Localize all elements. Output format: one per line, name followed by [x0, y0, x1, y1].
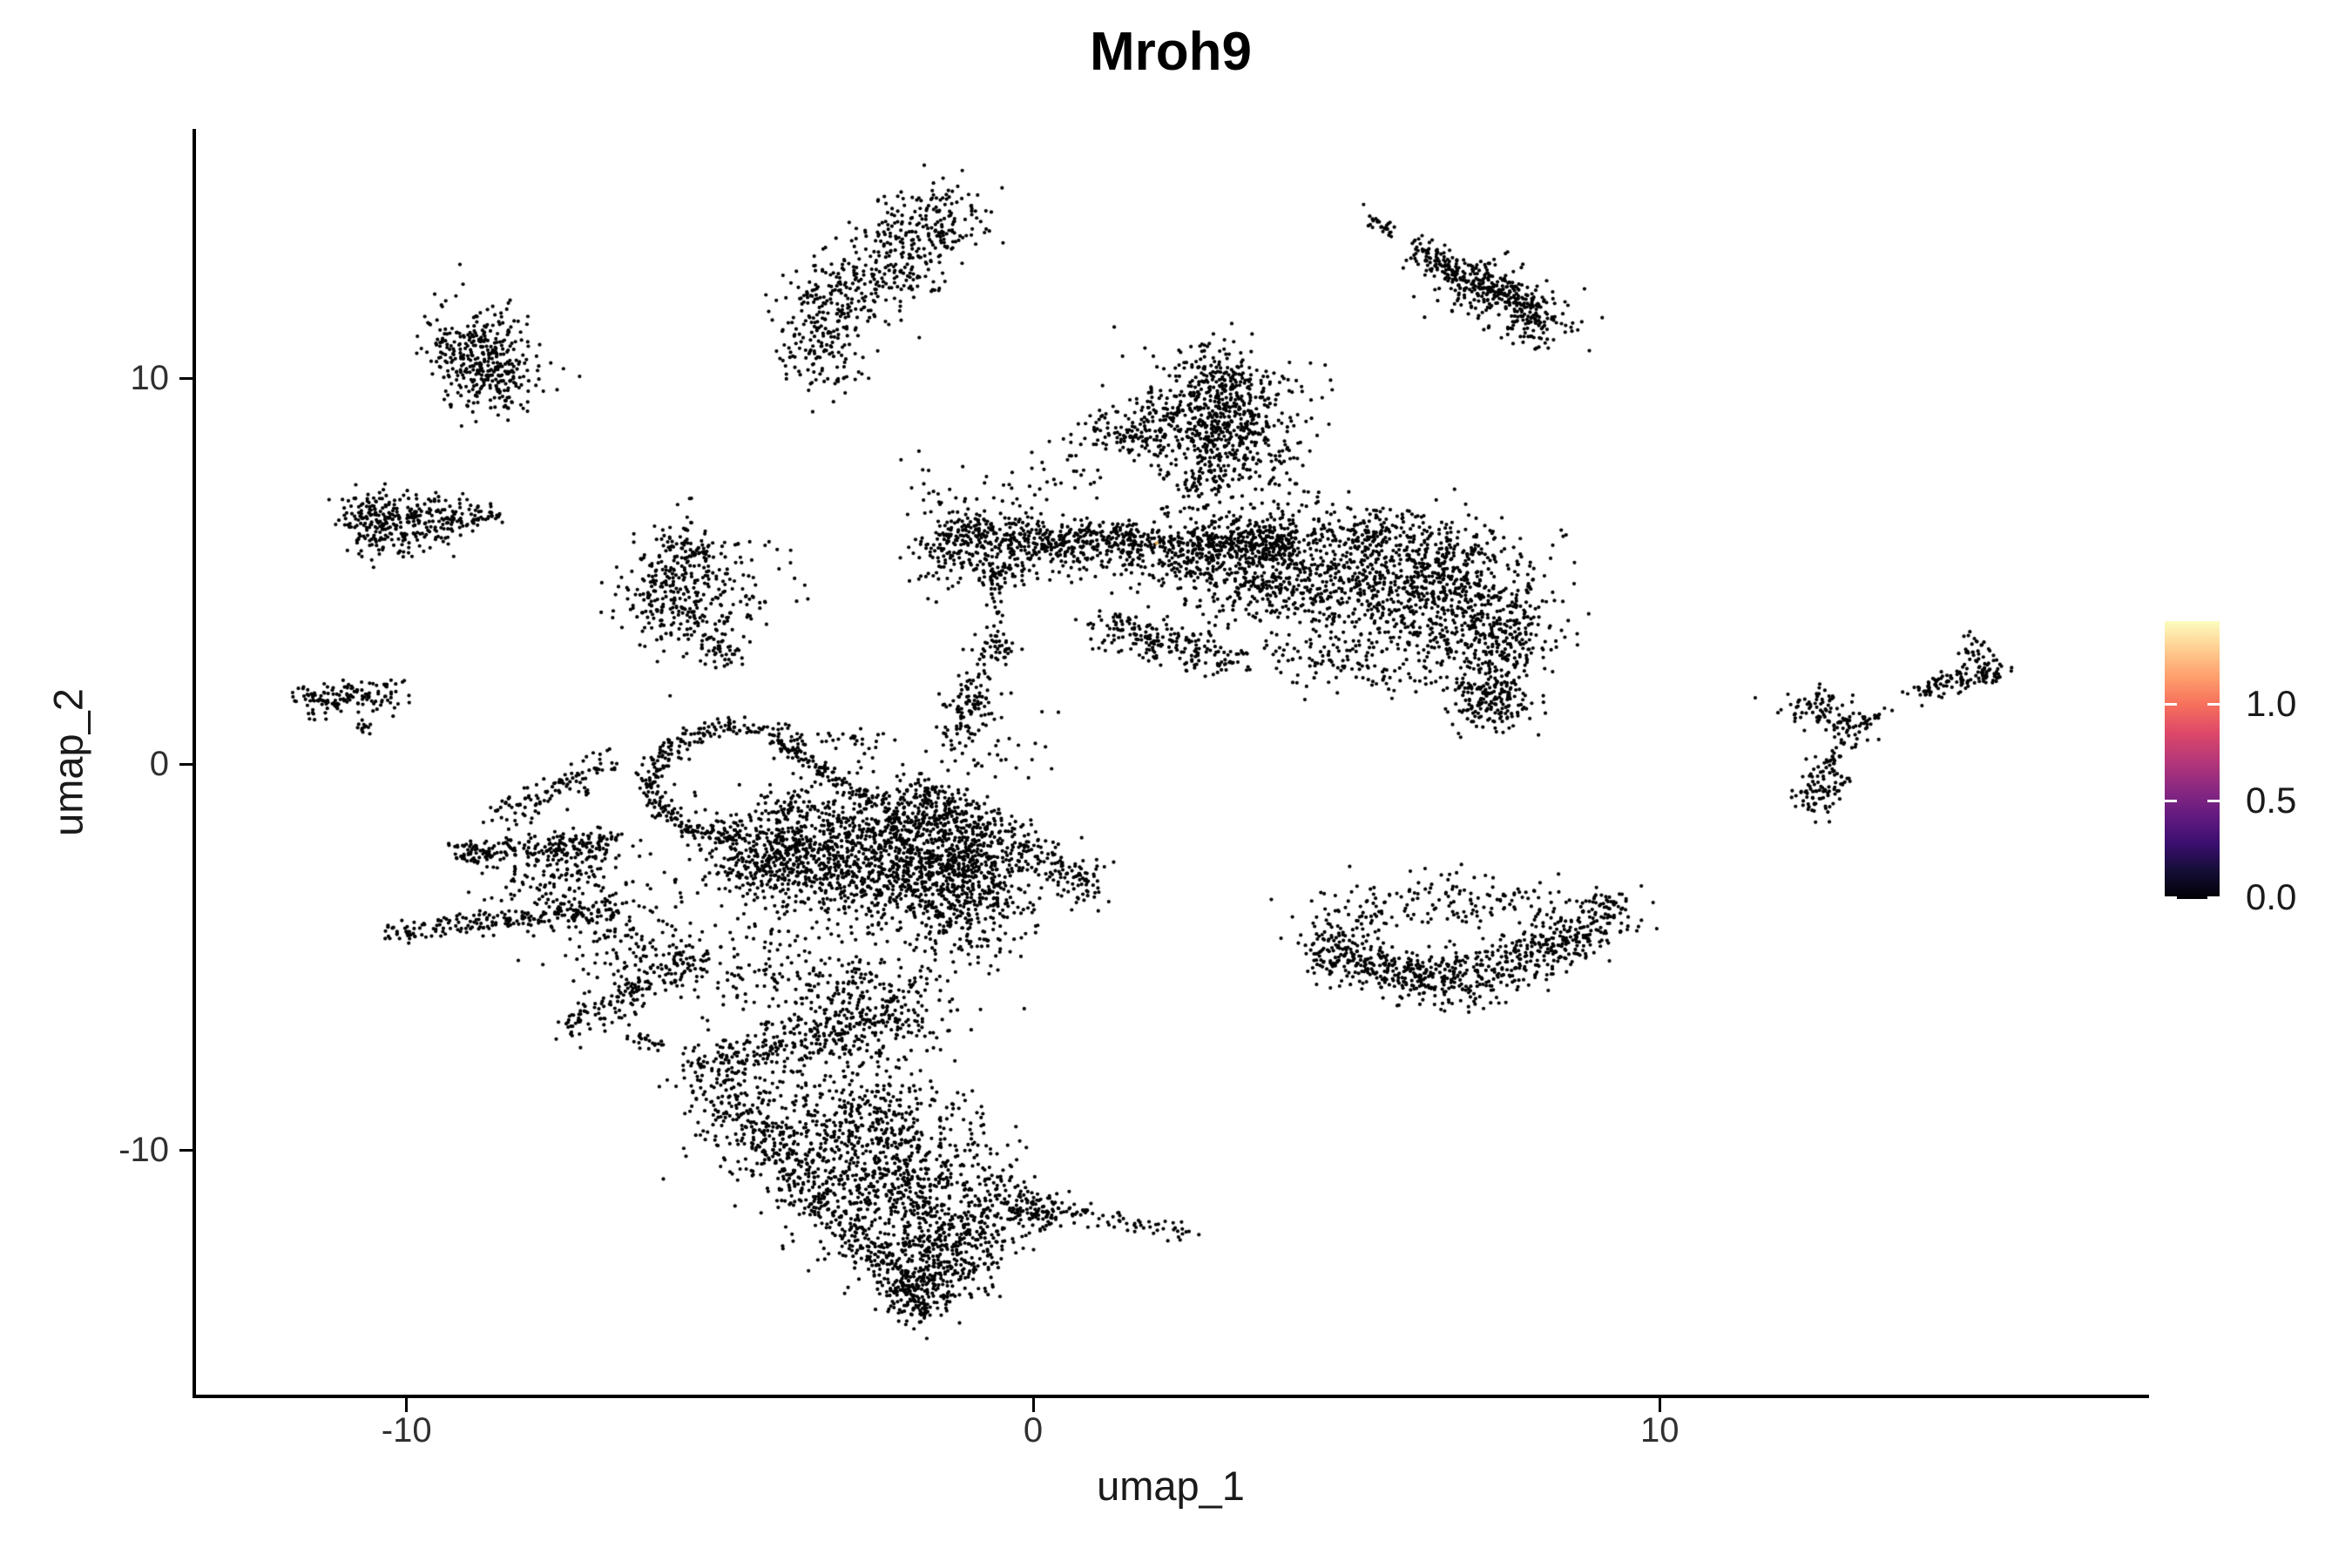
- y-tick-mark: [179, 762, 193, 766]
- x-tick-label: -10: [381, 1411, 432, 1450]
- x-tick-label: 0: [1023, 1411, 1044, 1450]
- x-axis-line: [193, 1395, 2149, 1398]
- colorbar-gradient: [2165, 621, 2220, 899]
- y-tick-mark: [179, 1148, 193, 1152]
- colorbar-tick-mark: [2207, 896, 2220, 899]
- plot-title: Mroh9: [1090, 22, 1252, 82]
- x-tick-mark: [405, 1398, 409, 1412]
- y-tick-mark: [179, 376, 193, 380]
- colorbar-tick-mark: [2207, 799, 2220, 802]
- x-axis-title: umap_1: [1097, 1463, 1245, 1509]
- colorbar-tick-mark: [2207, 702, 2220, 706]
- y-axis-line: [193, 129, 196, 1398]
- colorbar-tick-label: 0.5: [2246, 780, 2297, 821]
- y-tick-label: 10: [130, 359, 170, 397]
- colorbar-tick-mark: [2165, 799, 2177, 802]
- x-tick-label: 10: [1640, 1411, 1680, 1450]
- colorbar-tick-mark: [2165, 702, 2177, 706]
- y-axis-title: umap_2: [44, 688, 91, 836]
- y-tick-label: -10: [118, 1131, 169, 1169]
- colorbar-tick-mark: [2165, 896, 2177, 899]
- x-tick-mark: [1658, 1398, 1661, 1412]
- x-tick-mark: [1031, 1398, 1035, 1412]
- y-tick-label: 0: [149, 745, 169, 783]
- colorbar-tick-label: 0.0: [2246, 876, 2297, 917]
- colorbar-tick-label: 1.0: [2246, 683, 2297, 724]
